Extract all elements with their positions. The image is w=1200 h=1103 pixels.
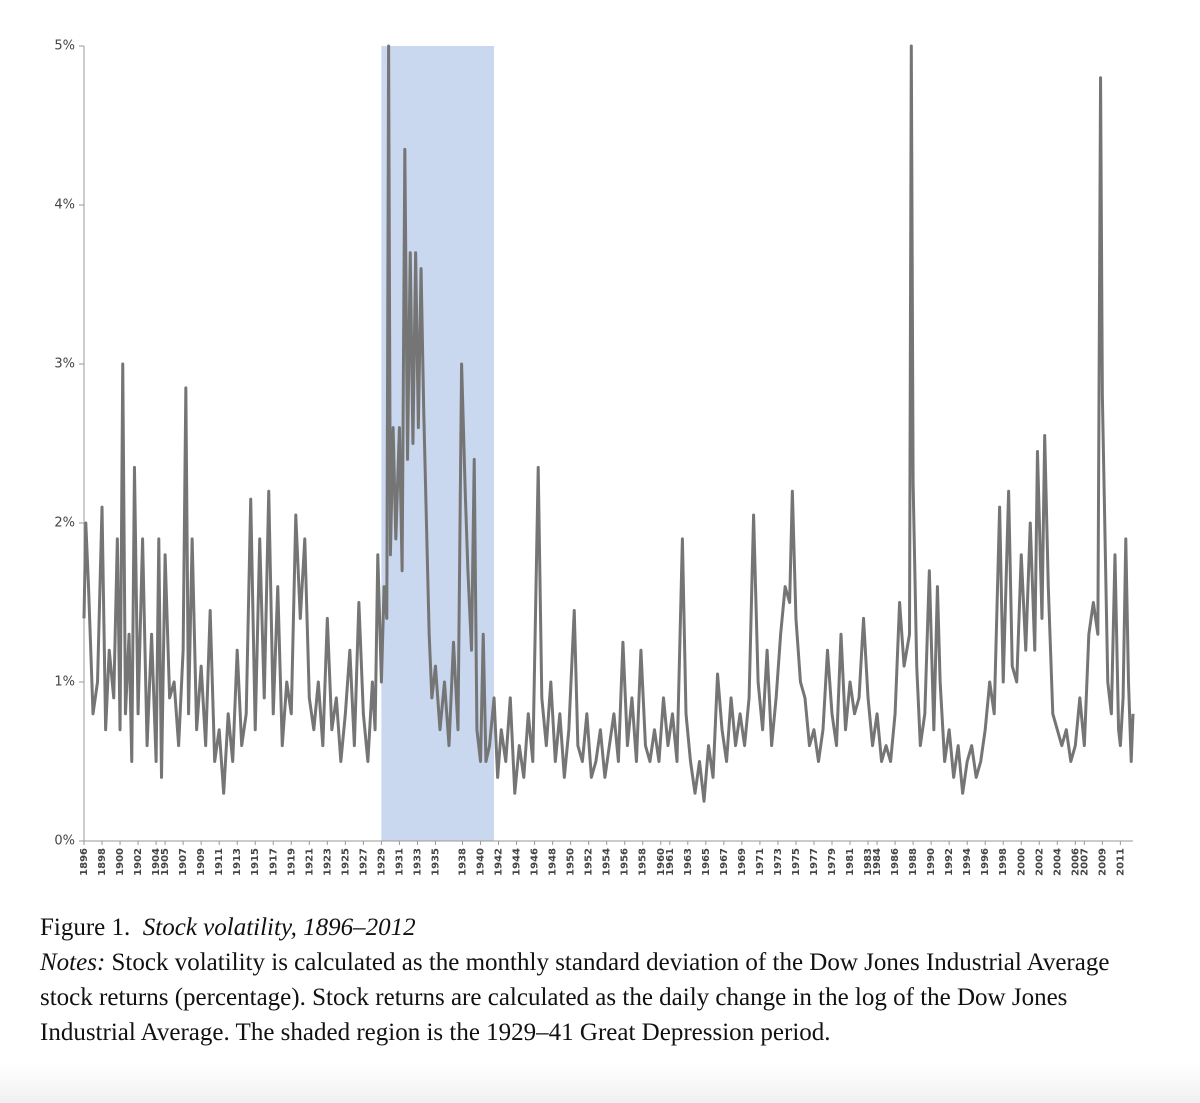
y-tick-label: 3% (54, 357, 75, 372)
x-tick-label: 1927 (358, 848, 369, 876)
x-tick-label: 1965 (701, 848, 712, 876)
x-tick-label: 2002 (1034, 848, 1045, 876)
x-tick-label: 1961 (665, 848, 676, 876)
y-tick-label: 1% (54, 675, 75, 690)
x-tick-label: 1981 (845, 848, 856, 876)
x-tick-label: 1907 (178, 848, 189, 876)
x-tick-label: 1977 (809, 848, 820, 876)
x-tick-label: 2004 (1052, 848, 1063, 876)
x-tick-label: 1990 (926, 848, 937, 876)
x-tick-label: 1998 (998, 848, 1009, 876)
x-tick-label: 1919 (286, 848, 297, 876)
x-tick-label: 1917 (268, 848, 279, 876)
figure-line: Figure 1. Stock volatility, 1896–2012 (40, 910, 1165, 945)
x-tick-label: 1979 (827, 848, 838, 876)
caption: Figure 1. Stock volatility, 1896–2012 No… (40, 910, 1165, 1050)
x-tick-label: 1933 (412, 848, 423, 876)
x-tick-label: 1944 (512, 848, 523, 876)
x-tick-label: 1942 (494, 848, 505, 876)
x-tick-label: 1905 (160, 848, 171, 876)
chart-title: Stock volatility, 1896–2012 (142, 914, 416, 941)
x-tick-label: 1950 (566, 848, 577, 876)
y-tick-label: 4% (54, 198, 75, 213)
x-tick-label: 1915 (250, 848, 261, 876)
x-tick-label: 1929 (376, 848, 387, 876)
x-tick-label: 1956 (620, 848, 631, 876)
x-tick-label: 1958 (638, 848, 649, 876)
x-tick-label: 1975 (791, 848, 802, 876)
x-tick-label: 1904 (151, 848, 162, 876)
x-tick-label: 1971 (755, 848, 766, 876)
x-tick-label: 1994 (962, 848, 973, 876)
x-tick-label: 1954 (602, 848, 613, 876)
y-tick-label: 0% (54, 834, 75, 849)
caption-label: Figure 1. (40, 914, 131, 941)
y-tick-label: 5% (54, 39, 75, 54)
x-tick-label: 1946 (530, 848, 541, 876)
x-tick-label: 1986 (890, 848, 901, 876)
x-tick-label: 1969 (737, 848, 748, 876)
x-tick-label: 1909 (196, 848, 207, 876)
x-tick-label: 1984 (872, 848, 883, 876)
x-tick-label: 1923 (322, 848, 333, 876)
x-tick-label: 2000 (1016, 848, 1027, 876)
x-tick-label: 1938 (458, 848, 469, 876)
x-tick-label: 1992 (944, 848, 955, 876)
x-tick-label: 1983 (863, 848, 874, 876)
x-tick-label: 1925 (340, 848, 351, 876)
x-tick-label: 1898 (97, 848, 108, 876)
x-tick-label: 1902 (133, 848, 144, 876)
x-tick-label: 1921 (304, 848, 315, 876)
x-tick-label: 1988 (908, 848, 919, 876)
x-tick-label: 1896 (79, 848, 90, 876)
x-tick-label: 2009 (1097, 848, 1108, 876)
notes-label: Notes: (40, 949, 106, 976)
x-tick-label: 1900 (115, 848, 126, 876)
x-tick-label: 1952 (584, 848, 595, 876)
x-tick-label: 1931 (394, 848, 405, 876)
x-tick-label: 1911 (214, 848, 225, 876)
x-tick-label: 1935 (430, 848, 441, 876)
x-tick-label: 2007 (1079, 848, 1090, 876)
y-tick-label: 2% (54, 516, 75, 531)
x-tick-label: 1973 (773, 848, 784, 876)
x-tick-label: 1963 (683, 848, 694, 876)
x-tick-label: 2011 (1115, 848, 1126, 876)
x-tick-label: 2006 (1070, 848, 1081, 876)
x-tick-label: 1948 (548, 848, 559, 876)
x-tick-label: 1967 (719, 848, 730, 876)
x-tick-label: 1960 (656, 848, 667, 876)
notes-text: Stock volatility is calculated as the mo… (40, 949, 1110, 1046)
bottom-fade (0, 1063, 1200, 1103)
x-tick-label: 1913 (232, 848, 243, 876)
notes: Notes: Stock volatility is calculated as… (40, 945, 1165, 1050)
x-tick-label: 1996 (980, 848, 991, 876)
volatility-line (82, 44, 1135, 803)
x-tick-label: 1940 (476, 848, 487, 876)
